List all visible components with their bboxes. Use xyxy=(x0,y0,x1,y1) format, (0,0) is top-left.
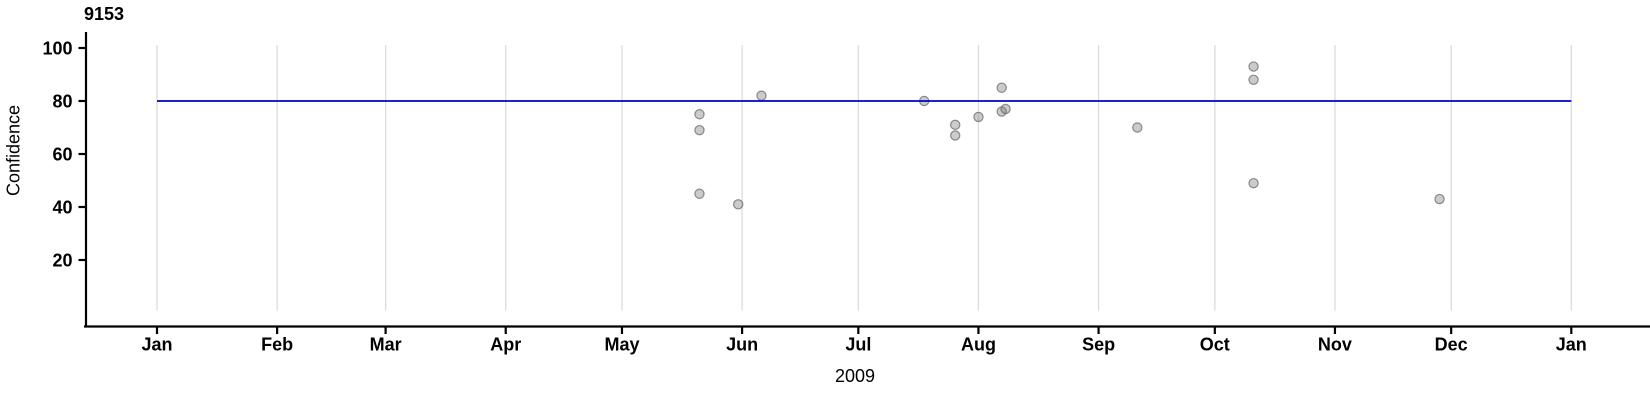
y-tick-label: 100 xyxy=(42,38,72,58)
x-tick-label: Jan xyxy=(141,335,172,355)
data-point xyxy=(1434,193,1445,205)
data-point xyxy=(996,82,1007,93)
x-tick-label: Sep xyxy=(1082,335,1115,355)
x-tick-label: Dec xyxy=(1435,335,1468,355)
data-point xyxy=(694,188,705,199)
data-point xyxy=(694,124,705,136)
data-point xyxy=(1248,177,1259,189)
data-point xyxy=(950,119,961,131)
y-axis-title: Confidence xyxy=(3,104,24,196)
data-point xyxy=(1000,103,1011,115)
data-point xyxy=(950,130,961,141)
x-tick-label: Jan xyxy=(1556,335,1587,355)
x-tick-label: Jun xyxy=(726,335,758,355)
y-tick-label: 60 xyxy=(52,144,72,164)
x-axis-title: 2009 xyxy=(834,366,876,386)
x-tick-label: Oct xyxy=(1200,335,1230,355)
x-tick-label: Apr xyxy=(490,335,521,355)
x-tick-label: Feb xyxy=(261,335,293,355)
data-point xyxy=(1132,122,1143,133)
x-tick-label: Jul xyxy=(845,335,871,355)
data-point xyxy=(1248,61,1259,72)
chart-title: 9153 xyxy=(84,4,125,24)
x-tick-label: Mar xyxy=(370,335,402,355)
data-point xyxy=(694,109,705,120)
y-tick-label: 80 xyxy=(52,91,72,111)
y-tick-label: 40 xyxy=(52,197,72,217)
x-tick-label: Aug xyxy=(961,335,996,355)
x-tick-label: May xyxy=(604,335,639,355)
y-tick-label: 20 xyxy=(52,250,72,270)
x-tick-label: Nov xyxy=(1318,335,1352,355)
data-point xyxy=(973,111,984,123)
data-point xyxy=(756,90,767,101)
data-point xyxy=(1248,74,1259,86)
data-point xyxy=(733,199,744,210)
